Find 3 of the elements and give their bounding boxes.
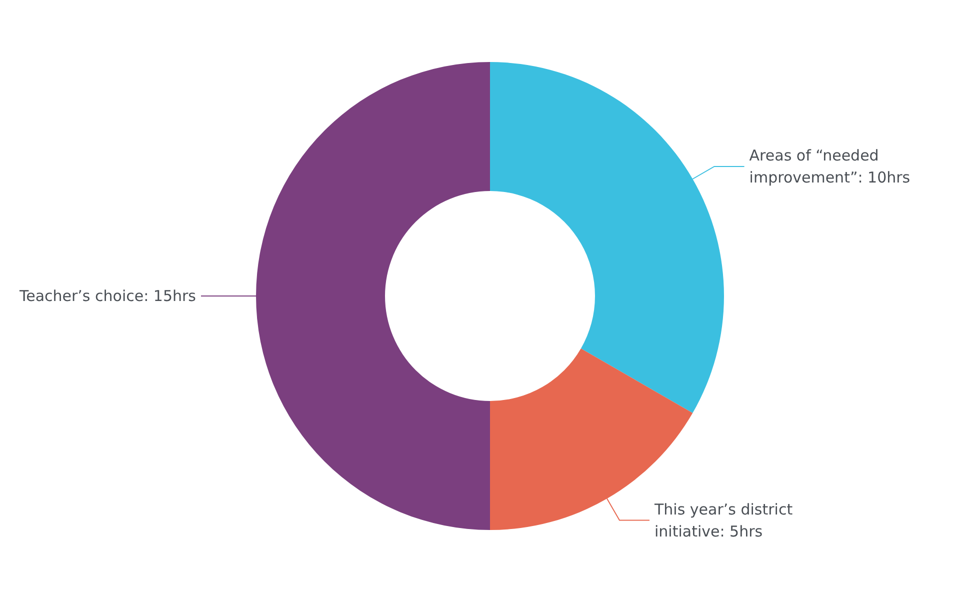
- slice-label: Areas of “needed improvement”: 10hrs: [749, 146, 910, 186]
- slice-label: This year’s district initiative: 5hrs: [654, 500, 793, 540]
- slice-label: Teacher’s choice: 15hrs: [18, 287, 196, 305]
